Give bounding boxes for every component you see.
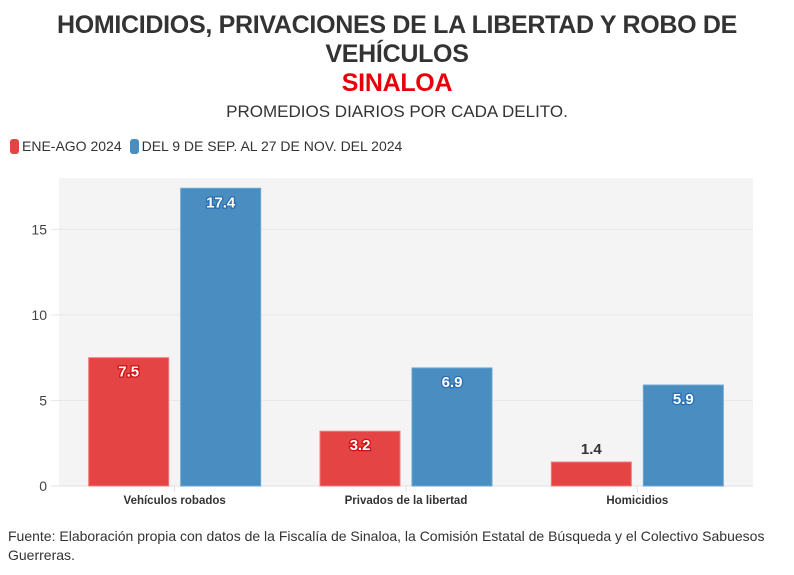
bar-value-label: 7.5 <box>118 364 139 381</box>
bar-value-label: 17.4 <box>206 194 236 211</box>
legend-item-sep-nov[interactable]: DEL 9 DE SEP. AL 27 DE NOV. DEL 2024 <box>129 138 403 154</box>
y-tick-label: 5 <box>39 392 47 408</box>
chart-subtitle: PROMEDIOS DIARIOS POR CADA DELITO. <box>226 102 568 121</box>
x-axis: Vehículos robados Privados de la libertad… <box>124 486 668 507</box>
source-note: Fuente: Elaboración propia con datos de … <box>8 528 765 563</box>
y-tick-label: 15 <box>31 221 47 237</box>
legend-swatch-ene-ago <box>10 138 19 154</box>
bar-sep-nov[interactable] <box>180 187 262 487</box>
bar-sep-nov[interactable] <box>642 384 724 487</box>
bar-chart: 0 5 10 15 7.5 17.4 3.2 6.9 1.4 5.9 Vehículos rob… <box>31 178 753 507</box>
y-tick-label: 10 <box>31 307 47 323</box>
y-axis: 0 5 10 15 <box>31 221 47 494</box>
chart-title-line-2: VEHÍCULOS <box>325 40 469 68</box>
chart-title-region: SINALOA <box>341 69 453 97</box>
bar-value-label: 1.4 <box>581 441 603 458</box>
legend-label-sep-nov: DEL 9 DE SEP. AL 27 DE NOV. DEL 2024 <box>141 138 403 154</box>
bar-value-label: 6.9 <box>442 374 463 391</box>
bar-ene-ago[interactable] <box>550 461 632 487</box>
legend-label-ene-ago: ENE-AGO 2024 <box>22 138 122 154</box>
bar-sep-nov[interactable] <box>411 367 493 487</box>
chart-title-line-1: HOMICIDIOS, PRIVACIONES DE LA LIBERTAD Y… <box>56 11 738 39</box>
bar-ene-ago[interactable] <box>319 430 401 487</box>
legend: ENE-AGO 2024 DEL 9 DE SEP. AL 27 DE NOV.… <box>10 138 410 154</box>
y-tick-label: 0 <box>39 478 47 494</box>
bar-value-label: 5.9 <box>673 391 694 408</box>
x-category-label: Privados de la libertad <box>345 495 468 507</box>
bar-value-label: 3.2 <box>350 437 371 454</box>
legend-swatch-sep-nov <box>129 138 139 154</box>
bars: 7.5 17.4 3.2 6.9 1.4 5.9 <box>88 187 724 487</box>
x-category-label: Vehículos robados <box>124 495 226 507</box>
bar-ene-ago[interactable] <box>88 357 170 487</box>
legend-item-ene-ago[interactable]: ENE-AGO 2024 <box>10 138 122 154</box>
x-category-label: Homicidios <box>606 495 668 507</box>
